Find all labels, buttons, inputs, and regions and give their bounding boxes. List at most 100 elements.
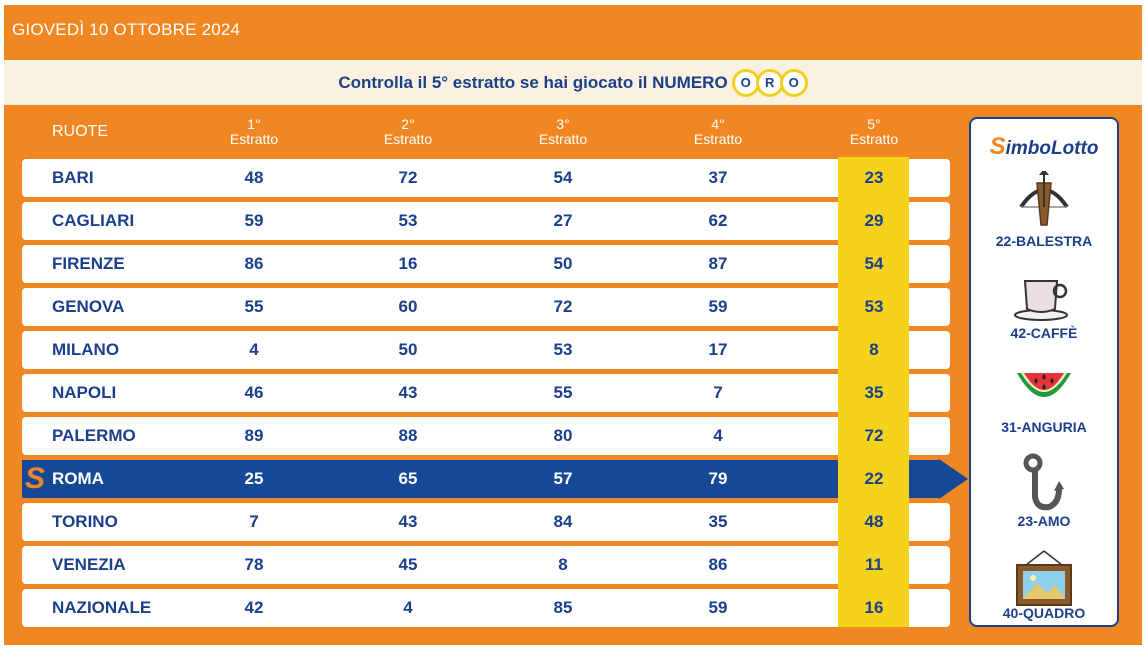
estratto-1-value: 55 bbox=[244, 297, 264, 316]
header-estratto-3: 3° Estratto bbox=[493, 117, 633, 147]
header-label: Estratto bbox=[693, 131, 743, 147]
oro-letter-o2: O bbox=[779, 68, 808, 97]
estratto-4-value: 7 bbox=[713, 383, 723, 402]
table-row-roma: S ROMA 25 65 57 79 bbox=[22, 460, 939, 498]
ruota-name: NAPOLI bbox=[52, 383, 117, 402]
table-row-firenze: FIRENZE 86 16 50 87 bbox=[22, 245, 950, 283]
estratto-2-value: 88 bbox=[398, 426, 418, 445]
roma-arrow bbox=[939, 459, 968, 499]
estratto-4-value: 35 bbox=[708, 512, 728, 531]
simbolotto-logo: SimboLotto bbox=[971, 133, 1117, 161]
symbol-label: 40-QUADRO bbox=[1002, 605, 1086, 621]
symbol-label: 31-ANGURIA bbox=[1001, 419, 1087, 435]
ruota-name: VENEZIA bbox=[52, 555, 126, 574]
estratto-4-value: 79 bbox=[708, 469, 728, 488]
table-row-torino: TORINO 7 43 84 35 bbox=[22, 503, 950, 541]
symbol-label: 22-BALESTRA bbox=[995, 233, 1093, 249]
estratto-4-value: 4 bbox=[713, 426, 723, 445]
estratto-4-value: 17 bbox=[708, 340, 728, 359]
estratto-2-value: 4 bbox=[403, 598, 413, 617]
estratto-1-value: 48 bbox=[244, 168, 264, 187]
watermelon-icon bbox=[1017, 373, 1071, 397]
estratto-1-value: 59 bbox=[244, 211, 264, 230]
ruota-name: PALERMO bbox=[52, 426, 136, 445]
oro-banner: Controlla il 5° estratto se hai giocato … bbox=[4, 60, 1142, 105]
estratto-5-value: 29 bbox=[864, 211, 884, 230]
table-row-milano: MILANO 4 50 53 17 bbox=[22, 331, 950, 369]
estratto-3-value: 53 bbox=[553, 340, 573, 359]
estratto-2-value: 43 bbox=[398, 383, 418, 402]
header-estratto-4: 4° Estratto bbox=[648, 117, 788, 147]
estratto-1-value: 25 bbox=[244, 469, 264, 488]
header-estratto-1: 1° Estratto bbox=[184, 117, 324, 147]
estratto-5-value: 11 bbox=[865, 555, 883, 574]
estratto-1-value: 7 bbox=[249, 512, 259, 531]
ruota-name: FIRENZE bbox=[52, 254, 125, 273]
estratto-3-value: 50 bbox=[553, 254, 573, 273]
estratto-5-value: 54 bbox=[864, 254, 884, 273]
estratto-2-value: 65 bbox=[398, 469, 418, 488]
ruota-name: TORINO bbox=[52, 512, 118, 531]
header-ruote: RUOTE bbox=[52, 123, 108, 140]
estratto-3-value: 55 bbox=[553, 383, 573, 402]
simbolotto-panel: SimboLotto 22-BALESTRA 42-CAFFÈ 31-ANGUR… bbox=[969, 117, 1119, 627]
estratto-5-value: 22 bbox=[864, 469, 884, 488]
header-ordinal: 5° bbox=[867, 116, 881, 132]
estratto-2-value: 60 bbox=[398, 297, 418, 316]
table-row-cagliari: CAGLIARI 59 53 27 62 bbox=[22, 202, 950, 240]
banner-text: Controlla il 5° estratto se hai giocato … bbox=[338, 72, 728, 92]
estratto-3-value: 57 bbox=[553, 469, 573, 488]
header-label: Estratto bbox=[383, 131, 433, 147]
estratto-5-value: 72 bbox=[864, 426, 884, 445]
estratto-3-value: 84 bbox=[553, 512, 573, 531]
estratto-3-value: 27 bbox=[553, 211, 573, 230]
oro-logo: O R O bbox=[731, 68, 808, 97]
estratto-1-value: 89 bbox=[244, 426, 264, 445]
estratto-1-value: 4 bbox=[249, 340, 259, 359]
estratto-3-value: 85 bbox=[553, 598, 573, 617]
estratto-2-value: 43 bbox=[398, 512, 418, 531]
estratto-1-value: 46 bbox=[244, 383, 264, 402]
symbol-label: 23-AMO bbox=[1017, 513, 1071, 529]
table-row-bari: BARI 48 72 54 37 bbox=[22, 159, 950, 197]
ruota-name: GENOVA bbox=[52, 297, 125, 316]
estratto-5-value: 23 bbox=[864, 168, 884, 187]
fishhook-icon bbox=[1023, 453, 1064, 511]
header-ordinal: 2° bbox=[401, 116, 415, 132]
header-estratto-5: 5° Estratto bbox=[804, 117, 944, 147]
estratto-4-value: 37 bbox=[708, 168, 728, 187]
draw-date: GIOVEDÌ 10 OTTOBRE 2024 bbox=[12, 20, 241, 39]
estratto-2-value: 50 bbox=[398, 340, 418, 359]
estratto-2-value: 72 bbox=[398, 168, 418, 187]
ruota-name: NAZIONALE bbox=[52, 598, 152, 617]
table-row-venezia: VENEZIA 78 45 8 86 bbox=[22, 546, 950, 584]
estratto-4-value: 62 bbox=[708, 211, 728, 230]
estratto-3-value: 72 bbox=[553, 297, 573, 316]
estratto-3-value: 80 bbox=[553, 426, 573, 445]
estratto-1-value: 42 bbox=[244, 598, 264, 617]
estratto-2-value: 16 bbox=[398, 254, 418, 273]
header-label: Estratto bbox=[849, 131, 899, 147]
table-row-napoli: NAPOLI 46 43 55 7 bbox=[22, 374, 950, 412]
estratto-2-value: 53 bbox=[398, 211, 418, 230]
estratto-4-value: 87 bbox=[708, 254, 728, 273]
coffee-cup-icon bbox=[1014, 280, 1068, 321]
estratto-4-value: 86 bbox=[708, 555, 728, 574]
estratto-5-value: 16 bbox=[864, 598, 884, 617]
estratto-5-value: 53 bbox=[864, 297, 884, 316]
table-row-palermo: PALERMO 89 88 80 4 bbox=[22, 417, 950, 455]
header-estratto-2: 2° Estratto bbox=[338, 117, 478, 147]
header-ordinal: 1° bbox=[247, 116, 261, 132]
estratto-3-value: 54 bbox=[553, 168, 573, 187]
ruota-name: BARI bbox=[52, 168, 94, 187]
fifth-extract-highlight bbox=[838, 157, 909, 627]
ruota-name: ROMA bbox=[52, 469, 104, 488]
estratto-5-value: 8 bbox=[869, 340, 879, 359]
estratto-1-value: 78 bbox=[244, 555, 264, 574]
table-row-nazionale: NAZIONALE 42 4 85 59 bbox=[22, 589, 950, 627]
ruota-name: CAGLIARI bbox=[52, 211, 135, 230]
symbol-label: 42-CAFFÈ bbox=[1010, 325, 1078, 341]
simbolotto-logo-text: imboLotto bbox=[1005, 138, 1099, 159]
header-label: Estratto bbox=[538, 131, 588, 147]
